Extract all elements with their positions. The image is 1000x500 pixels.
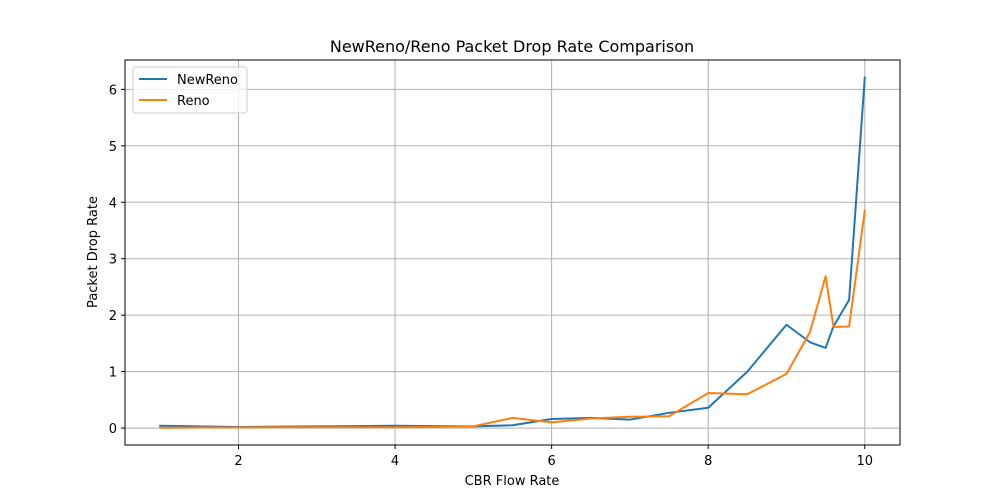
grid <box>125 60 900 445</box>
axis-ticks: 2 4 6 8 10 0 1 2 3 4 5 6 <box>109 83 873 469</box>
series-line-reno <box>159 209 866 429</box>
y-tick-label: 6 <box>109 83 117 98</box>
x-tick-label: 8 <box>704 454 712 469</box>
y-tick-label: 2 <box>109 309 117 324</box>
series-line-newreno <box>159 76 866 428</box>
y-tick-label: 0 <box>109 422 117 437</box>
y-tick-label: 4 <box>109 196 117 211</box>
legend: NewReno Reno <box>132 66 248 114</box>
x-tick-label: 2 <box>234 454 242 469</box>
y-tick-label: 5 <box>109 140 117 155</box>
x-axis-label: CBR Flow Rate <box>465 474 560 489</box>
y-axis-label: Packet Drop Rate <box>86 196 101 308</box>
x-tick-label: 10 <box>856 454 873 469</box>
series-lines <box>159 76 866 429</box>
y-tick-label: 3 <box>109 253 117 268</box>
legend-label-reno: Reno <box>177 94 210 109</box>
legend-label-newreno: NewReno <box>177 73 238 88</box>
plot-frame <box>124 59 901 446</box>
x-tick-label: 6 <box>548 454 556 469</box>
x-tick-label: 4 <box>391 454 399 469</box>
y-tick-label: 1 <box>109 366 117 381</box>
chart-title: NewReno/Reno Packet Drop Rate Comparison <box>330 37 694 56</box>
